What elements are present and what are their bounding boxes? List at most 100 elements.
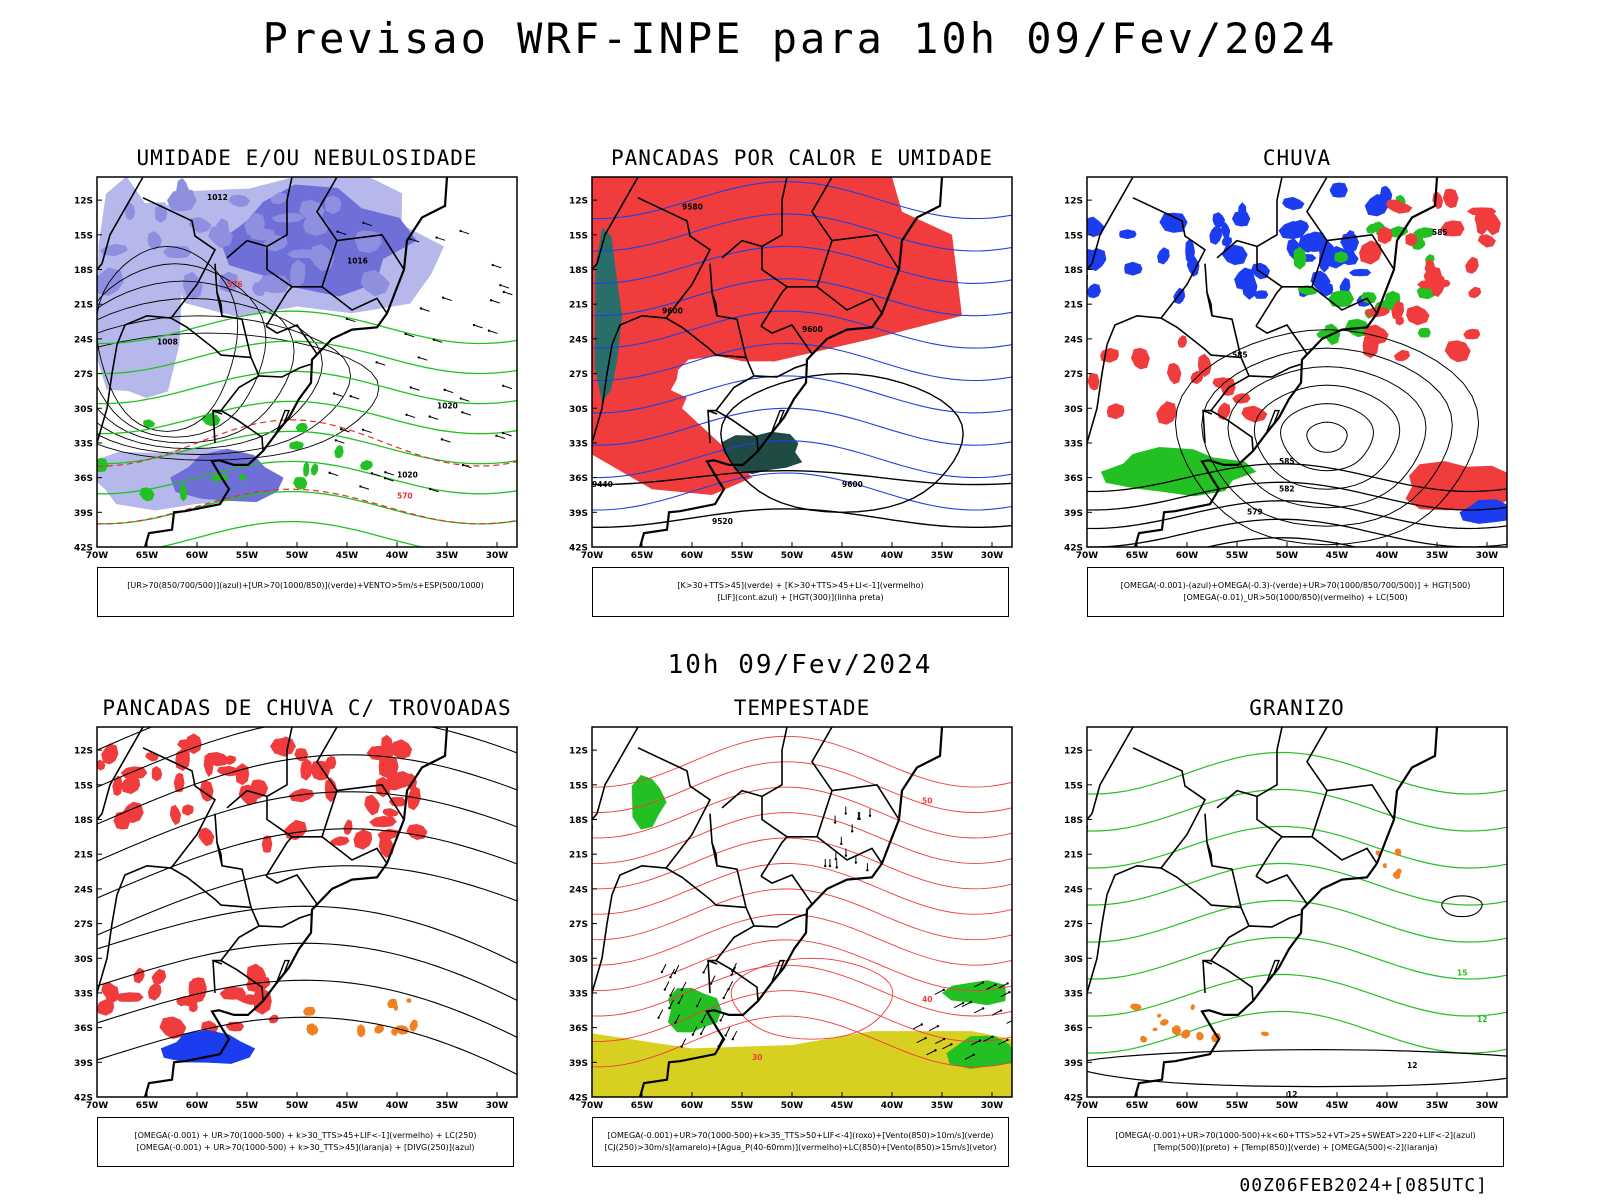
wind-arrow [462, 411, 472, 416]
legend-line: [Temp(500)](preto) + [Temp(850)](verde) … [1153, 1143, 1438, 1152]
political-border [214, 263, 223, 316]
rain-red [1444, 340, 1471, 363]
contour-label: 579 [1247, 508, 1263, 517]
esp-line [97, 488, 517, 525]
political-border [321, 286, 388, 314]
lat-tick-label: 33S [74, 989, 93, 999]
rain-blue [1329, 182, 1348, 198]
storm-red [188, 977, 207, 1002]
legend-granizo: [OMEGA(-0.001)+UR>70(1000-500)+k<60+TTS>… [1087, 1117, 1504, 1167]
rain-blue [1459, 499, 1507, 524]
political-border [592, 894, 613, 1007]
lon-tick-label: 45W [1326, 551, 1349, 561]
lon-tick-label: 65W [136, 551, 159, 561]
omega-orange [1156, 1013, 1162, 1018]
wind-arrow [329, 472, 339, 477]
isobar [97, 245, 239, 432]
lon-tick-label: 70W [1076, 1101, 1099, 1111]
lat-tick-label: 33S [1064, 439, 1083, 449]
storm-red [122, 801, 144, 823]
temp-850-contour [1087, 788, 1507, 832]
lif-contour [592, 342, 1012, 382]
wind-vector-head [668, 1006, 671, 1010]
storm-red [101, 743, 119, 765]
wind-vector [674, 964, 680, 974]
lat-tick-label: 33S [569, 989, 588, 999]
lat-tick-label: 21S [1064, 301, 1083, 311]
wind-arrow-head [491, 263, 494, 267]
storm-red [173, 772, 185, 793]
rain-green [1100, 447, 1257, 497]
rain-red [1468, 286, 1482, 299]
wind-arrow-head [499, 283, 502, 287]
streamline [97, 791, 517, 862]
political-border [1311, 286, 1378, 314]
rain-red [1406, 305, 1430, 326]
lon-tick-label: 45W [831, 1101, 854, 1111]
political-border [142, 747, 217, 869]
legend-trovoadas: [OMEGA(-0.001) + UR>70(1000-500) + k>30_… [97, 1117, 514, 1167]
humid-low-speckle [239, 473, 247, 481]
storm-red [223, 755, 237, 765]
lat-tick-label: 24S [569, 335, 588, 345]
wind-arrow [405, 333, 415, 338]
wind-vector [725, 1027, 731, 1036]
wind-arrow [384, 477, 394, 482]
wind-vector-head [673, 971, 677, 975]
humid-speckle [208, 225, 234, 248]
map-layer: 15 12 12 12 [1087, 727, 1507, 1097]
main-title: Previsao WRF-INPE para 10h 09/Fev/2024 [262, 14, 1338, 63]
rain-blue [1157, 247, 1170, 265]
lon-tick-label: 40W [881, 551, 904, 561]
storm-red [204, 752, 230, 767]
wind-arrow-head [404, 332, 407, 336]
rain-red [1166, 362, 1182, 385]
wind-arrow [443, 297, 452, 301]
political-border [707, 959, 718, 965]
rain-blue [1124, 261, 1143, 276]
humid-speckle [303, 216, 329, 236]
map-layer: 50 40 30 [592, 727, 1012, 1097]
lon-tick-label: 70W [581, 1101, 604, 1111]
political-border [212, 959, 223, 965]
streamline [97, 942, 517, 1001]
wind-arrow [500, 284, 510, 289]
wind-arrow [441, 438, 451, 443]
wind-arrow-head [440, 438, 444, 441]
lat-tick-label: 33S [1064, 989, 1083, 999]
lat-tick-label: 12S [1064, 197, 1083, 207]
wind-vector-head [858, 817, 861, 821]
lat-tick-label: 30S [569, 405, 588, 415]
political-border [816, 836, 883, 864]
lat-tick-label: 15S [1064, 231, 1083, 241]
wind-arrow [376, 361, 386, 366]
political-border [1091, 177, 1134, 264]
rain-red [1391, 300, 1405, 321]
rain-red [1466, 207, 1497, 216]
political-border [1216, 789, 1258, 809]
streamline [97, 905, 517, 964]
political-border [1202, 959, 1213, 965]
lon-tick-label: 30W [486, 1101, 509, 1111]
wind-arrow-head [487, 329, 491, 332]
humid-contour [97, 430, 517, 465]
contour-label: 30 [752, 1053, 762, 1062]
political-border [170, 317, 252, 359]
lat-tick-label: 39S [569, 1059, 588, 1069]
map-frame [96, 726, 518, 1098]
storm-red [392, 771, 415, 788]
political-border [1256, 177, 1283, 288]
political-border [831, 783, 900, 820]
lat-tick-label: 18S [1064, 816, 1083, 826]
rain-red [1465, 256, 1479, 274]
political-border [321, 836, 388, 864]
storm-red [121, 776, 141, 795]
storm-orange [406, 998, 412, 1003]
wind-vector-head [844, 812, 847, 815]
humid-speckle [270, 192, 288, 205]
humid-low-speckle [295, 422, 308, 432]
political-border [97, 344, 118, 457]
lif-contour [592, 245, 1012, 284]
political-border [265, 727, 338, 877]
lat-tick-label: 36S [1064, 474, 1083, 484]
